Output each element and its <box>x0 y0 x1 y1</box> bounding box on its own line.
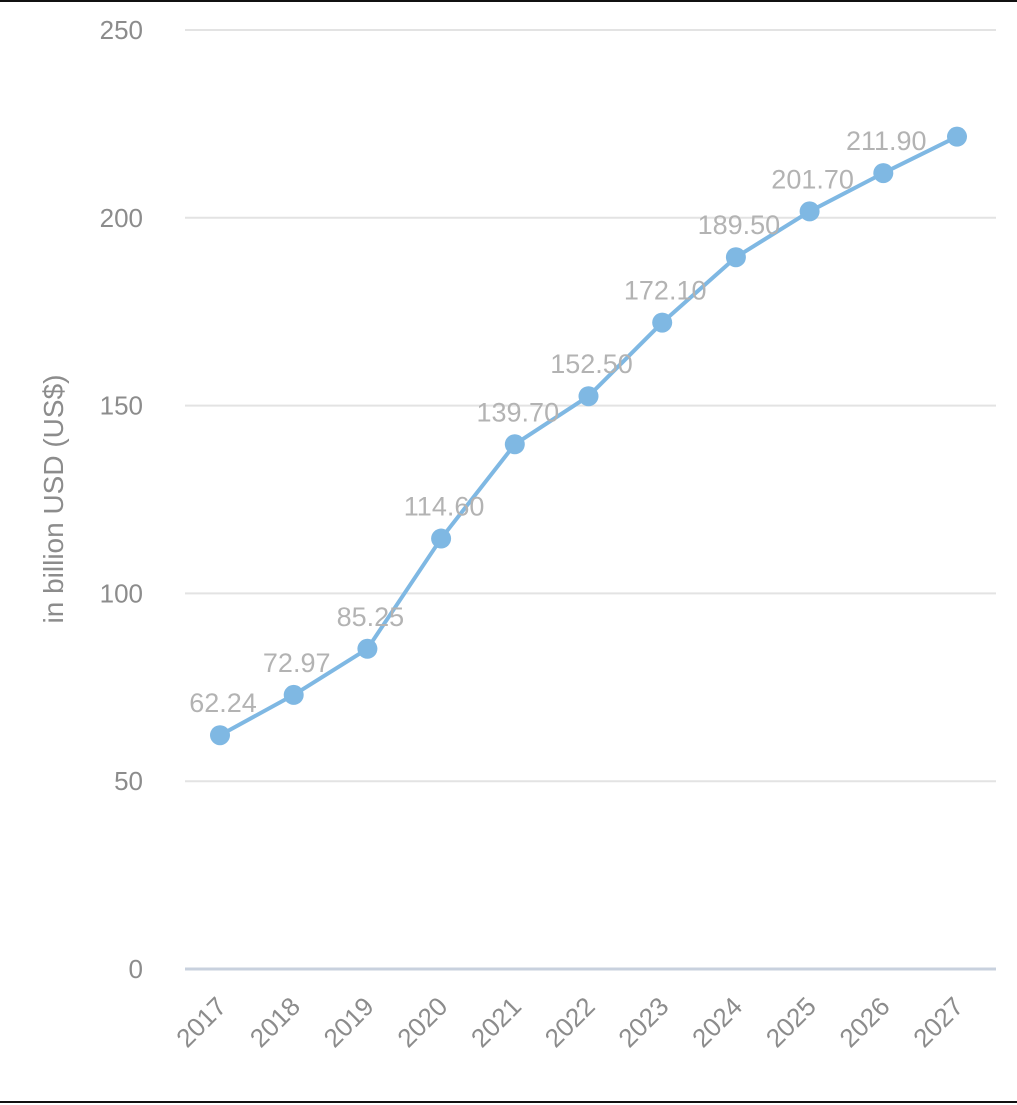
data-point[interactable] <box>504 434 525 455</box>
data-point[interactable] <box>725 247 746 268</box>
x-tick-label: 2021 <box>465 991 527 1053</box>
data-label: 189.50 <box>698 210 781 240</box>
x-tick-label: 2018 <box>244 991 306 1053</box>
x-tick-label: 2027 <box>907 991 969 1053</box>
y-tick-label: 200 <box>100 203 143 233</box>
y-axis-title: in billion USD (US$) <box>38 375 69 624</box>
data-label: 72.97 <box>263 648 331 678</box>
y-tick-label: 250 <box>100 15 143 45</box>
x-tick-label: 2023 <box>612 991 674 1053</box>
data-label: 62.24 <box>189 688 257 718</box>
data-point[interactable] <box>578 386 599 407</box>
x-tick-label: 2019 <box>318 991 380 1053</box>
data-point[interactable] <box>652 312 673 333</box>
data-point[interactable] <box>431 528 452 549</box>
data-point[interactable] <box>283 684 304 705</box>
data-point[interactable] <box>357 638 378 659</box>
data-point[interactable] <box>210 725 230 746</box>
data-label: 139.70 <box>477 397 560 427</box>
data-label: 152.50 <box>550 349 633 379</box>
x-axis-ticks: 2017 2018 2019 2020 2021 2022 2023 2024 2025 2026… <box>170 991 969 1053</box>
y-tick-label: 150 <box>100 391 143 421</box>
series-line <box>218 134 959 738</box>
y-tick-label: 100 <box>100 578 143 608</box>
data-label: 85.25 <box>337 602 405 632</box>
y-tick-label: 0 <box>129 954 143 984</box>
x-tick-label: 2020 <box>391 991 453 1053</box>
gridlines <box>185 29 996 971</box>
y-axis-ticks: 0 50 100 150 200 250 <box>100 15 143 984</box>
x-tick-label: 2025 <box>760 991 822 1053</box>
data-label: 172.10 <box>624 276 707 306</box>
data-point[interactable] <box>799 201 820 222</box>
x-tick-label: 2017 <box>170 991 232 1053</box>
data-points <box>210 126 967 746</box>
data-label: 211.90 <box>846 126 927 156</box>
data-point[interactable] <box>947 126 967 147</box>
data-label: 114.60 <box>404 492 485 522</box>
x-tick-label: 2022 <box>539 991 601 1053</box>
x-tick-label: 2024 <box>686 991 748 1053</box>
data-label: 201.70 <box>771 164 854 194</box>
x-tick-label: 2026 <box>833 991 895 1053</box>
series-line-layer <box>218 134 959 738</box>
y-tick-label: 50 <box>114 766 143 796</box>
data-point[interactable] <box>873 163 894 184</box>
